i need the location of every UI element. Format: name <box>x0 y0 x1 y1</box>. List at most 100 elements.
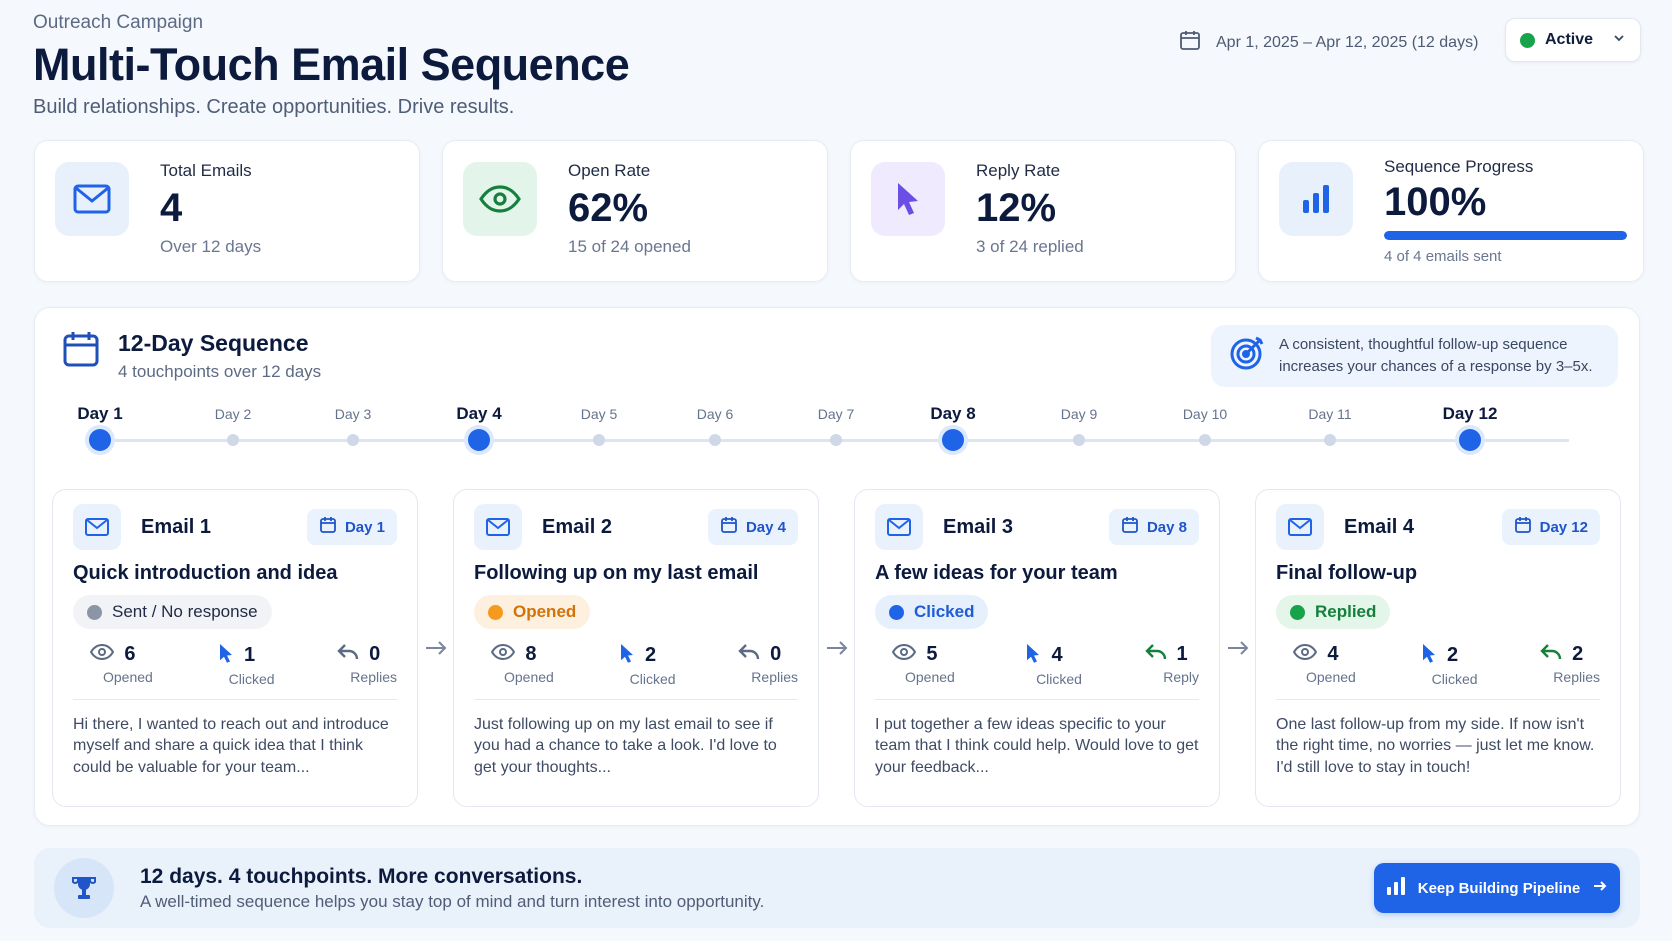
progress-fill <box>1384 231 1627 240</box>
timeline-day-label: Day 11 <box>1308 406 1352 422</box>
day-badge: Day 1 <box>306 509 397 545</box>
stat-label: Clicked <box>629 671 676 687</box>
day-timeline: Day 1 Day 2 Day 3 Day 4 Day 5 Day 6 Day 7 Day 8… <box>35 403 1641 463</box>
email-preview: Just following up on my last email to se… <box>474 716 777 776</box>
email-cards: Email 1 Day 1 Quick introduction and idea S… <box>52 489 1621 807</box>
timeline-day-label: Day 5 <box>580 406 618 422</box>
email-card[interactable]: Email 4 Day 12 Final follow-up Replied 4 Open… <box>1255 489 1621 807</box>
envelope-icon <box>474 504 522 550</box>
timeline-node <box>709 434 721 446</box>
sequence-header: 12-Day Sequence 4 touchpoints over 12 da… <box>62 330 321 382</box>
timeline-day: Day 3 <box>313 403 393 446</box>
stat-opened: 8 Opened <box>474 643 554 687</box>
email-card[interactable]: Email 1 Day 1 Quick introduction and idea S… <box>52 489 418 807</box>
page-header: Outreach Campaign Multi-Touch Email Sequ… <box>33 12 630 119</box>
timeline-day: Day 12 <box>1430 403 1510 451</box>
calendar-icon <box>720 516 738 538</box>
email-card[interactable]: Email 2 Day 4 Following up on my last emai… <box>453 489 819 807</box>
stat-clicked: 2 Clicked <box>600 643 676 687</box>
email-name: Email 4 <box>1344 515 1415 538</box>
timeline-day-label: Day 1 <box>77 404 123 423</box>
metric-card-open-rate: Open Rate 62% 15 of 24 opened <box>442 140 828 282</box>
status-badge-label: Clicked <box>914 602 975 621</box>
stat-clicked: 1 Clicked <box>199 643 275 687</box>
status-dot <box>1290 604 1305 620</box>
metric-sub: 4 of 4 emails sent <box>1384 248 1502 265</box>
stat-value: 0 <box>770 643 782 665</box>
envelope-icon <box>73 504 121 550</box>
stat-label: Clicked <box>1431 671 1478 687</box>
eye-icon <box>892 643 917 665</box>
stat-value: 2 <box>1447 644 1459 666</box>
cursor-icon <box>619 643 635 668</box>
email-stats: 5 Opened 4 Clicked 1 Reply <box>875 643 1199 700</box>
timeline-day: Day 8 <box>913 403 993 451</box>
cursor-icon <box>1421 643 1437 668</box>
email-card[interactable]: Email 3 Day 8 A few ideas for your team Cli… <box>854 489 1220 807</box>
reply-icon <box>1540 643 1562 666</box>
eye-icon <box>90 643 115 665</box>
timeline-day: Day 5 <box>559 403 639 446</box>
timeline-node <box>830 434 842 446</box>
stat-value: 6 <box>124 643 136 665</box>
stat-value: 1 <box>1176 643 1188 665</box>
stat-value: 4 <box>1327 643 1339 665</box>
footer-banner: 12 days. 4 touchpoints. More conversatio… <box>34 848 1640 928</box>
envelope-icon <box>1276 504 1324 550</box>
metric-sub: 3 of 24 replied <box>976 237 1084 256</box>
day-badge-label: Day 4 <box>745 518 786 536</box>
stat-clicked: 2 Clicked <box>1402 643 1478 687</box>
keep-building-pipeline-button[interactable]: Keep Building Pipeline <box>1374 863 1620 913</box>
day-badge: Day 4 <box>707 509 798 545</box>
metric-value: 4 <box>160 186 183 230</box>
status-badge: Replied <box>1276 595 1391 629</box>
cursor-icon <box>218 643 234 668</box>
envelope-icon <box>55 162 129 236</box>
stat-label: Replies <box>350 669 397 685</box>
sequence-panel: 12-Day Sequence 4 touchpoints over 12 da… <box>34 307 1640 826</box>
status-badge-label: Replied <box>1315 602 1377 621</box>
stat-replies: 1 Reply <box>1133 643 1199 687</box>
timeline-day: Day 7 <box>796 403 876 446</box>
status-badge: Sent / No response <box>73 595 272 629</box>
timeline-day: Day 4 <box>439 403 519 451</box>
stat-opened: 5 Opened <box>875 643 955 687</box>
stat-opened: 4 Opened <box>1276 643 1356 687</box>
eye-icon <box>463 162 537 236</box>
calendar-icon <box>62 330 100 373</box>
stat-label: Opened <box>504 669 554 685</box>
timeline-day-label: Day 10 <box>1182 406 1228 422</box>
email-name: Email 1 <box>141 515 212 538</box>
date-range[interactable]: Apr 1, 2025 – Apr 12, 2025 (12 days) <box>1178 28 1478 57</box>
page-eyebrow: Outreach Campaign <box>33 12 204 33</box>
stat-value: 0 <box>369 643 381 665</box>
timeline-node <box>593 434 605 446</box>
eye-icon <box>491 643 516 665</box>
status-badge-label: Sent / No response <box>112 602 258 621</box>
status-dropdown[interactable]: Active <box>1505 18 1641 62</box>
arrow-right-icon <box>1592 878 1608 898</box>
arrow-right-icon <box>1220 489 1255 807</box>
metric-value: 62% <box>568 186 649 230</box>
footer-subtitle: A well-timed sequence helps you stay top… <box>140 891 765 911</box>
timeline-day-label: Day 2 <box>214 406 252 422</box>
timeline-day: Day 10 <box>1165 403 1245 446</box>
stat-label: Clicked <box>1036 671 1082 687</box>
page-title: Multi-Touch Email Sequence <box>33 39 630 90</box>
trophy-icon <box>54 858 114 918</box>
metric-card-sequence-progress: Sequence Progress 100% 4 of 4 emails sen… <box>1258 140 1644 282</box>
stat-replies: 0 Replies <box>320 643 397 687</box>
timeline-node-major <box>89 429 111 451</box>
day-badge-label: Day 1 <box>344 518 385 536</box>
status-dot <box>889 604 904 620</box>
timeline-node-major <box>468 429 490 451</box>
eye-icon <box>1293 643 1318 665</box>
stat-value: 8 <box>525 643 537 665</box>
stat-value: 4 <box>1051 644 1063 666</box>
status-dot <box>1520 32 1535 48</box>
page-subtitle: Build relationships. Create opportunitie… <box>33 95 515 118</box>
email-subject: Final follow-up <box>1276 562 1418 584</box>
reply-icon <box>1144 643 1167 666</box>
stat-label: Opened <box>103 669 153 685</box>
date-range-text: Apr 1, 2025 – Apr 12, 2025 (12 days) <box>1216 33 1479 51</box>
